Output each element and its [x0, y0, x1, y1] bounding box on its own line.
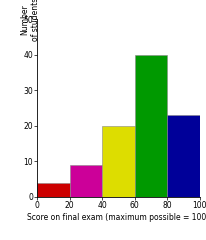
Bar: [70, 165, 102, 197]
Bar: [102, 126, 135, 197]
X-axis label: Score on final exam (maximum possible = 100): Score on final exam (maximum possible = …: [27, 213, 206, 222]
Bar: [135, 55, 167, 197]
Y-axis label: Number
of students: Number of students: [20, 0, 40, 41]
Bar: [167, 115, 200, 197]
Bar: [37, 183, 70, 197]
